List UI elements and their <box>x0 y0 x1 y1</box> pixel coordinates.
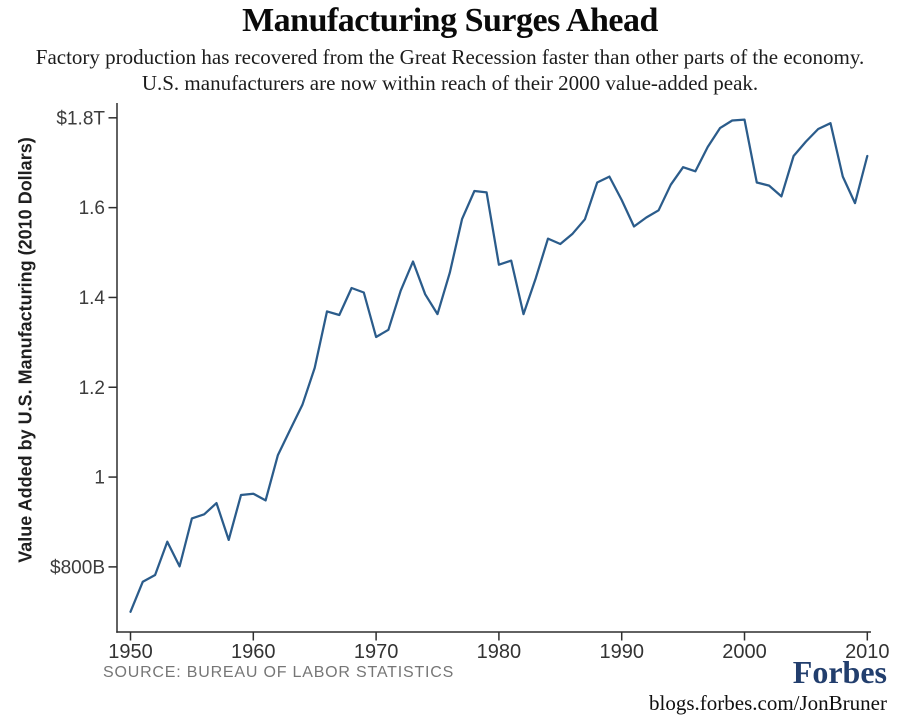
y-tick-label: 1.4 <box>79 288 106 309</box>
series-polyline <box>129 118 869 613</box>
x-tick-label: 1990 <box>599 641 644 663</box>
page-title: Manufacturing Surges Ahead <box>242 2 658 39</box>
forbes-logo: Forbes <box>792 654 887 690</box>
y-tick-label: $1.8T <box>56 108 105 129</box>
source-credit: SOURCE: BUREAU OF LABOR STATISTICS <box>103 664 455 681</box>
x-tick-label: 2010 <box>845 641 890 663</box>
subtitle: Factory production has recovered from th… <box>0 44 900 96</box>
axis-ticks <box>108 117 869 641</box>
y-tick-label: $800B <box>50 557 105 578</box>
x-tick-label: 1960 <box>231 641 276 663</box>
subtitle-line-2: U.S. manufacturers are now within reach … <box>141 71 759 95</box>
y-tick-label: 1 <box>94 468 105 489</box>
data-series-line <box>129 118 869 613</box>
axis-tick-labels: $1.8T 1.6 1.4 1.2 1 $800B 1950 1960 1970 1980 1990… <box>50 108 890 663</box>
x-tick-label: 1980 <box>477 641 522 663</box>
subtitle-line-1: Factory production has recovered from th… <box>35 45 865 69</box>
x-tick-label: 1950 <box>108 641 153 663</box>
y-tick-label: 1.2 <box>79 378 105 399</box>
y-tick-label: 1.6 <box>79 198 105 219</box>
author-url: blogs.forbes.com/JonBruner <box>649 691 887 715</box>
x-tick-label: 2000 <box>722 641 767 663</box>
x-tick-label: 1970 <box>354 641 399 663</box>
